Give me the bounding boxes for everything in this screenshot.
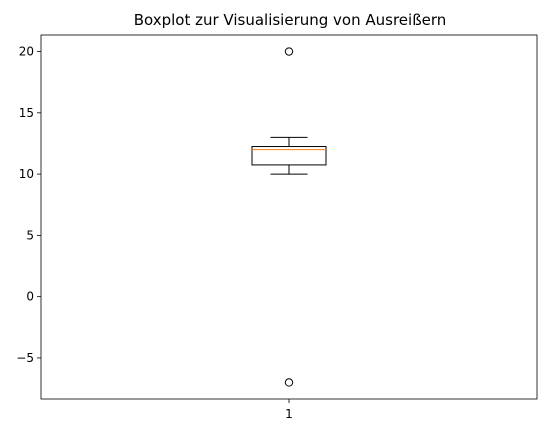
y-axis: −5 0 5 10 15 20 (16, 45, 41, 365)
plot-frame (40, 34, 538, 400)
chart-title: Boxplot zur Visualisierung von Ausreißer… (134, 11, 447, 29)
y-tick-label: 5 (26, 228, 34, 242)
iqr-box (251, 146, 327, 166)
x-tick-label: 1 (285, 407, 293, 421)
y-tick-label: 0 (26, 290, 34, 304)
y-tick-label: 15 (19, 106, 34, 120)
y-tick-label: 20 (19, 45, 34, 59)
outlier-point (284, 378, 294, 387)
y-tick-label: 10 (19, 167, 34, 181)
y-tick-label: −5 (16, 351, 34, 365)
box-group (251, 47, 327, 387)
outlier-point (284, 47, 294, 56)
x-axis: 1 (285, 399, 293, 421)
